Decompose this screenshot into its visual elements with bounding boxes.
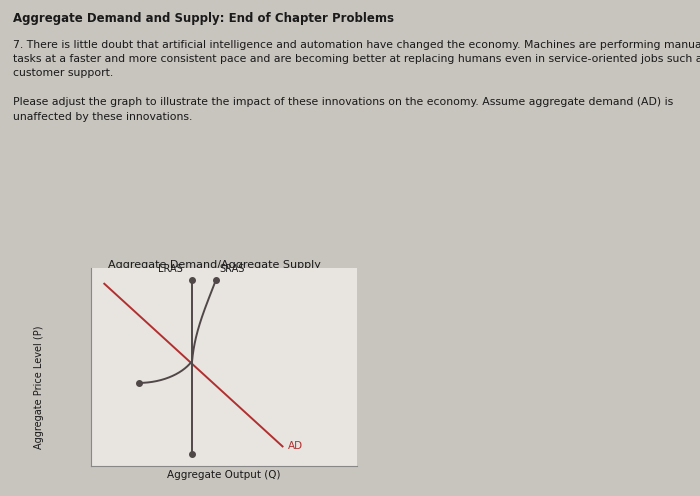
- Text: Aggregate Demand and Supply: End of Chapter Problems: Aggregate Demand and Supply: End of Chap…: [13, 12, 393, 25]
- Text: LRAS: LRAS: [158, 264, 183, 274]
- Text: 7. There is little doubt that artificial intelligence and automation have change: 7. There is little doubt that artificial…: [13, 40, 700, 122]
- Text: AD: AD: [288, 441, 303, 451]
- Text: Aggregate Demand/Aggregate Supply: Aggregate Demand/Aggregate Supply: [108, 260, 321, 270]
- Text: Aggregate Price Level (P): Aggregate Price Level (P): [34, 325, 43, 448]
- X-axis label: Aggregate Output (Q): Aggregate Output (Q): [167, 470, 281, 481]
- Text: SRAS: SRAS: [219, 264, 245, 274]
